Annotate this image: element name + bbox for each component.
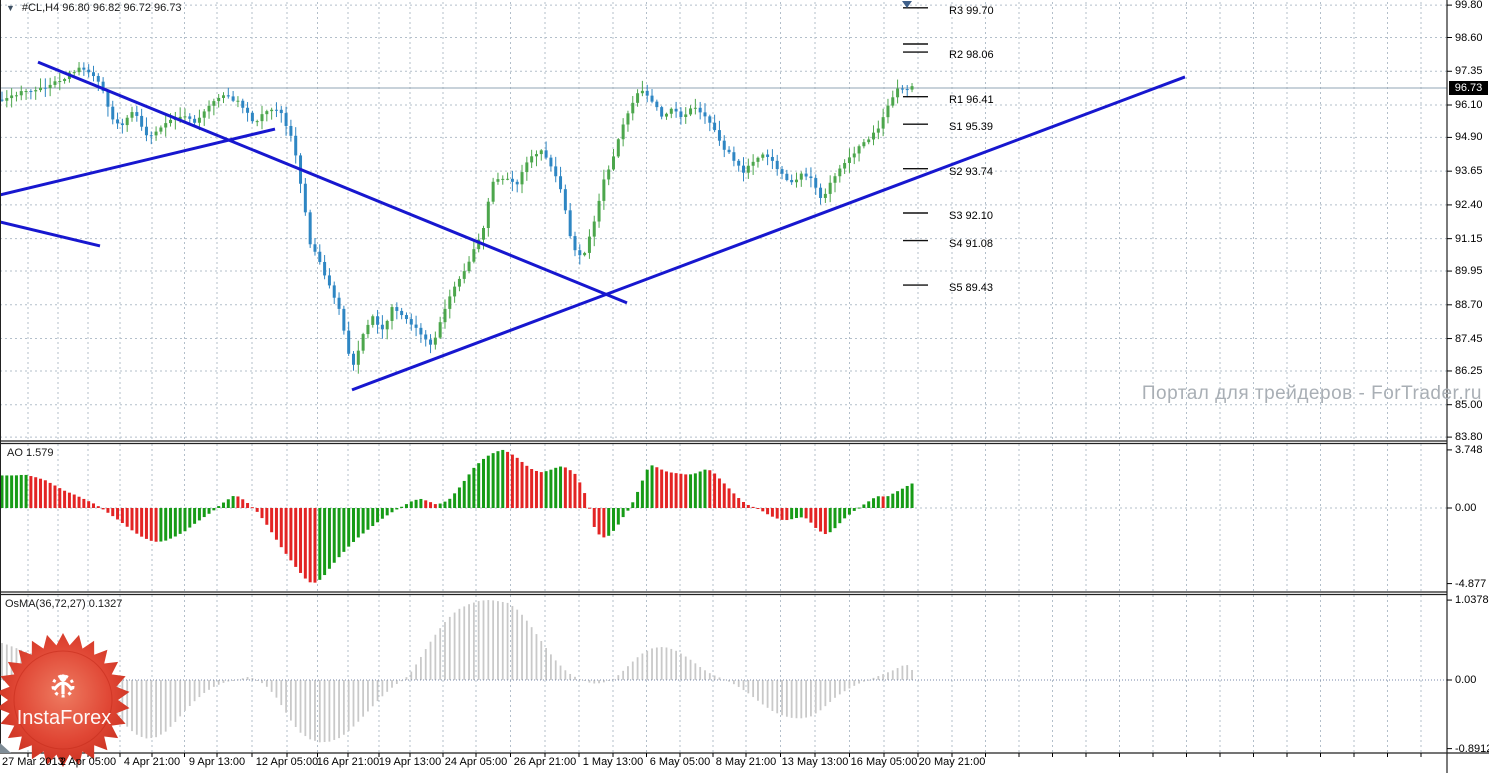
instaforex-logo-text: InstaForex bbox=[16, 707, 112, 729]
time-tick-label: 24 Apr 05:00 bbox=[444, 756, 508, 768]
time-axis[interactable]: 27 Mar 2013 2 Apr 05:00 4 Apr 21:00 9 Apr 1… bbox=[0, 753, 1489, 773]
time-tick-label: 6 May 05:00 bbox=[649, 756, 711, 768]
symbol-ohlc-text: #CL,H4 96.80 96.82 96.72 96.73 bbox=[21, 2, 182, 14]
grid bbox=[0, 2, 1447, 752]
axis-tick-label: -0.8912 bbox=[1455, 742, 1489, 755]
axis-tick-label: 94.90 bbox=[1455, 131, 1483, 144]
resize-grip-icon[interactable] bbox=[0, 743, 11, 753]
axis-tick-label: 96.10 bbox=[1455, 99, 1483, 111]
time-tick-label: 20 May 21:00 bbox=[918, 756, 986, 768]
axis-tick-label: 97.35 bbox=[1455, 65, 1483, 78]
watermark: Портал для трейдеров - ForTrader.ru bbox=[1141, 383, 1482, 404]
pivot-label: S3 92.10 bbox=[949, 210, 994, 222]
candles bbox=[0, 62, 914, 374]
time-tick-label: 4 Apr 21:00 bbox=[123, 756, 181, 768]
axis-tick-label: -4.877 bbox=[1455, 577, 1487, 590]
axis-tick-label: 3.748 bbox=[1455, 443, 1483, 456]
instaforex-logo[interactable] bbox=[0, 633, 130, 767]
time-tick-label: 13 May 13:00 bbox=[781, 756, 849, 768]
chevron-down-icon[interactable]: ▼ bbox=[6, 2, 15, 13]
price-axis[interactable]: 99.80 98.60 97.35 96.10 94.90 93.65 92.40 91.15… bbox=[1447, 0, 1489, 773]
axis-tick-label: 85.00 bbox=[1455, 398, 1483, 411]
axis-tick-label: 86.25 bbox=[1455, 364, 1483, 377]
time-tick-label: 2 Apr 05:00 bbox=[59, 756, 117, 768]
axis-tick-label: 93.65 bbox=[1455, 165, 1483, 178]
trend-lines[interactable] bbox=[0, 60, 1186, 392]
time-tick-label: 9 Apr 13:00 bbox=[188, 756, 246, 768]
axis-tick-label: 88.70 bbox=[1455, 298, 1483, 311]
time-tick-label: 26 Apr 21:00 bbox=[513, 756, 577, 768]
time-tick-label: 16 Apr 21:00 bbox=[316, 756, 380, 768]
axis-tick-label: 1.0378 bbox=[1455, 594, 1489, 607]
pivot-label: R2 98.06 bbox=[949, 49, 994, 62]
symbol-line: ▼ #CL,H4 96.80 96.82 96.72 96.73 bbox=[6, 2, 182, 14]
pivot-label: S2 93.74 bbox=[949, 165, 994, 178]
pivot-label: S4 91.08 bbox=[949, 237, 994, 250]
time-tick-label: 16 May 05:00 bbox=[850, 756, 918, 768]
current-price-badge: 96.73 bbox=[1449, 81, 1488, 95]
pivot-label: S1 95.39 bbox=[949, 121, 994, 134]
ao-indicator-label: AO 1.579 bbox=[7, 447, 54, 459]
time-tick-label: 8 May 21:00 bbox=[715, 756, 777, 768]
axis-tick-label: 87.45 bbox=[1455, 332, 1483, 345]
pivot-label: R3 99.70 bbox=[949, 4, 994, 17]
axis-tick-label: 98.60 bbox=[1455, 31, 1483, 44]
axis-tick-label: 99.80 bbox=[1455, 0, 1483, 12]
axis-tick-label: 91.15 bbox=[1455, 232, 1483, 245]
instaforex-gear-icon bbox=[51, 674, 75, 698]
axis-tick-label: 83.80 bbox=[1455, 431, 1483, 444]
axis-tick-label: 0.00 bbox=[1455, 502, 1477, 514]
time-tick-label: 1 May 13:00 bbox=[582, 756, 644, 768]
pivot-marks bbox=[903, 7, 928, 286]
pivot-label: S5 89.43 bbox=[949, 282, 994, 295]
time-tick-label: 12 Apr 05:00 bbox=[255, 756, 319, 768]
scroll-marker-icon bbox=[902, 1, 912, 8]
osma-histogram bbox=[1, 600, 913, 743]
time-tick-label: 27 Mar 2013 bbox=[2, 756, 64, 768]
osma-indicator-label: OsMA(36,72,27) 0.1327 bbox=[5, 598, 123, 610]
pivot-label: R1 96.41 bbox=[949, 93, 994, 106]
axis-tick-label: 92.40 bbox=[1455, 198, 1483, 211]
ao-histogram bbox=[0, 449, 914, 583]
axis-tick-label: 89.95 bbox=[1455, 265, 1483, 278]
time-tick-label: 19 Apr 13:00 bbox=[378, 756, 442, 768]
axis-tick-label: 0.00 bbox=[1455, 674, 1477, 686]
